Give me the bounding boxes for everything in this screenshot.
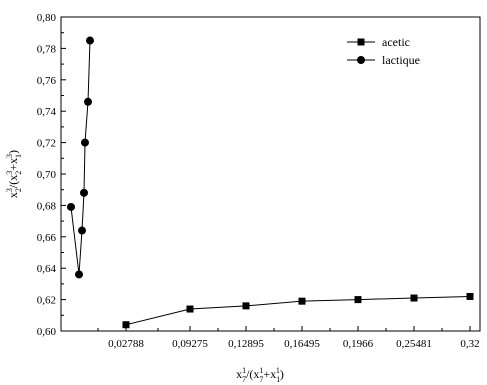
series-line-acetic: [125, 295, 471, 326]
x-tick-label: 0,25481: [396, 338, 432, 350]
legend-label-acetic: acetic: [382, 35, 410, 49]
data-point-acetic: [186, 305, 194, 313]
data-point-acetic: [122, 321, 130, 329]
x-tick-label: 0,16495: [284, 338, 320, 350]
series-layer: [67, 36, 474, 329]
ticks-layer: 0,60 0,62 0,64 0,66 0,68 0,70 0,72 0,74 0,76 0,78…: [37, 12, 480, 350]
legend-marker-acetic: [357, 38, 365, 46]
y-tick-label: 0,60: [37, 326, 57, 338]
legend-label-lactique: lactique: [382, 53, 420, 67]
data-point-acetic: [242, 302, 250, 310]
legend: acetic lactique: [347, 35, 420, 67]
x-axis-label: x71/(x71+x11): [236, 366, 284, 384]
data-point-acetic: [410, 294, 418, 302]
data-point-lactique: [84, 97, 92, 106]
x-tick-label: 0,02788: [108, 338, 144, 350]
y-tick-label: 0,78: [37, 43, 57, 55]
x-tick-label: 0,09275: [172, 338, 208, 350]
data-point-lactique: [86, 36, 94, 45]
plot-frame: [60, 16, 481, 332]
data-point-lactique: [81, 138, 89, 147]
y-tick-label: 0,76: [37, 75, 57, 87]
data-point-acetic: [354, 296, 362, 304]
y-axis-label: x23/(x23+x13): [5, 150, 23, 198]
y-tick-label: 0,66: [37, 232, 57, 244]
x-tick-label: 0,32: [460, 338, 479, 350]
x-tick-label: 0,12895: [228, 338, 264, 350]
data-point-lactique: [75, 270, 83, 279]
data-point-lactique: [80, 188, 88, 197]
y-tick-label: 0,70: [37, 169, 57, 181]
y-tick-label: 0,68: [37, 200, 57, 212]
y-tick-label: 0,80: [37, 12, 57, 24]
x-tick-label: 0,1966: [343, 338, 374, 350]
y-tick-label: 0,62: [37, 295, 56, 307]
legend-marker-lactique: [357, 56, 365, 64]
y-tick-label: 0,64: [37, 263, 57, 275]
data-point-acetic: [298, 297, 306, 305]
data-point-lactique: [67, 202, 75, 211]
y-tick-label: 0,72: [37, 138, 56, 150]
data-point-lactique: [78, 226, 86, 235]
series-line-lactique: [70, 40, 91, 275]
data-point-acetic: [466, 292, 474, 300]
y-tick-label: 0,74: [37, 106, 57, 118]
